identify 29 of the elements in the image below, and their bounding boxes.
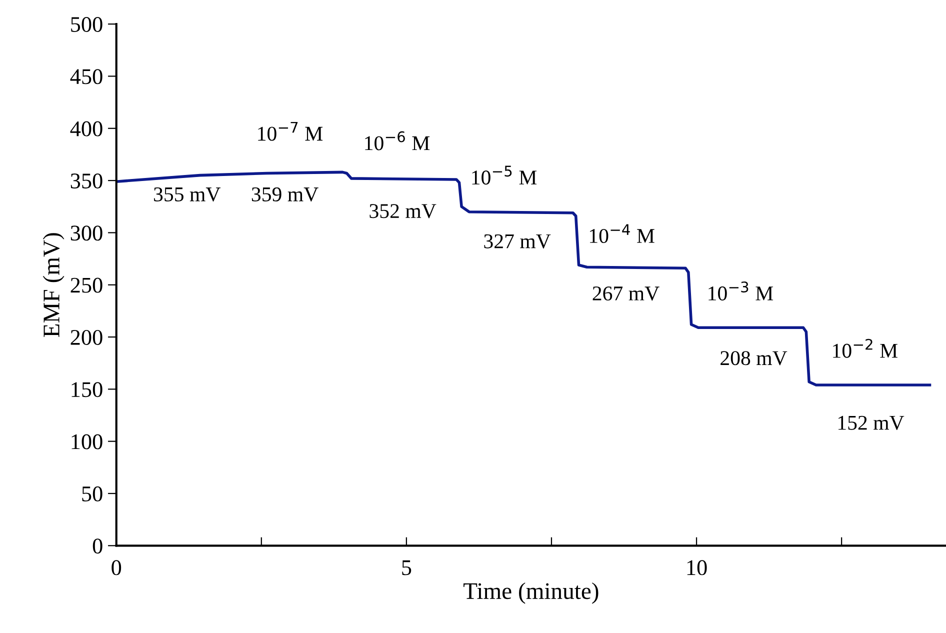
- y-tick-label: 100: [72, 434, 102, 450]
- y-tick-label: 450: [70, 69, 102, 84]
- annotation: 10$^{−2}$ M: [833, 338, 898, 358]
- y-tick-label: 300: [70, 226, 102, 241]
- x-tick-label: 0: [112, 560, 122, 576]
- annotation: 352 mV: [370, 204, 436, 218]
- y-tick-label: 0: [92, 538, 102, 554]
- annotation: 359 mV: [252, 187, 318, 202]
- annotation: 10$^{−7}$ M: [258, 122, 323, 141]
- y-tick-label: 500: [71, 16, 102, 32]
- x-tick-label: 10: [687, 560, 707, 576]
- y-tick-label: 150: [72, 382, 102, 398]
- annotation: 10$^{−4}$ M: [590, 224, 654, 244]
- annotation: 327 mV: [484, 234, 551, 248]
- annotation: 10$^{−3}$ M: [708, 281, 774, 300]
- annotation: 355 mV: [154, 187, 220, 202]
- annotation: 208 mV: [720, 351, 788, 366]
- annotation: 152 mV: [838, 416, 904, 430]
- x-tick-label: 5: [402, 560, 412, 576]
- y-tick-label: 50: [82, 486, 102, 502]
- annotation: 10$^{−6}$ M: [365, 131, 430, 150]
- y-axis-title: EMF (mV): [42, 233, 64, 337]
- y-tick-label: 250: [70, 278, 102, 293]
- y-tick-label: 400: [70, 121, 102, 136]
- annotation: 10$^{−5}$ M: [472, 166, 537, 185]
- x-axis-title: Time (minute): [464, 582, 598, 604]
- y-tick-label: 200: [70, 330, 102, 345]
- annotation: 267 mV: [592, 286, 660, 301]
- y-tick-label: 350: [70, 173, 102, 188]
